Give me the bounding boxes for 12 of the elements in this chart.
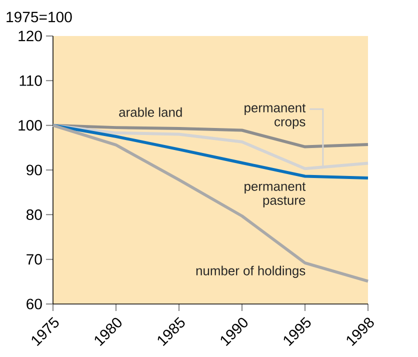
y-tick-label: 110 bbox=[20, 75, 42, 86]
y-tick-label: 100 bbox=[18, 120, 42, 131]
y-tick-label: 70 bbox=[26, 254, 42, 265]
series-label: number of holdings bbox=[196, 266, 306, 278]
series-label: permanent pasture bbox=[244, 182, 306, 208]
y-tick-label: 80 bbox=[26, 209, 42, 220]
y-tick-label: 60 bbox=[26, 298, 42, 310]
y-axis-title: 1975=100 bbox=[6, 12, 72, 22]
series-label: permanent crops bbox=[244, 104, 306, 129]
series-label: arable land bbox=[119, 107, 182, 117]
y-tick-label: 120 bbox=[18, 30, 42, 42]
y-tick-label: 90 bbox=[26, 164, 42, 176]
